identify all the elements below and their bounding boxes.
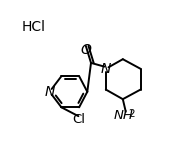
Text: NH: NH — [114, 109, 134, 122]
Text: O: O — [80, 43, 91, 57]
Text: N: N — [44, 85, 55, 99]
Text: N: N — [101, 62, 111, 76]
Text: 2: 2 — [128, 109, 135, 119]
Text: HCl: HCl — [22, 20, 46, 34]
Text: Cl: Cl — [72, 113, 85, 126]
